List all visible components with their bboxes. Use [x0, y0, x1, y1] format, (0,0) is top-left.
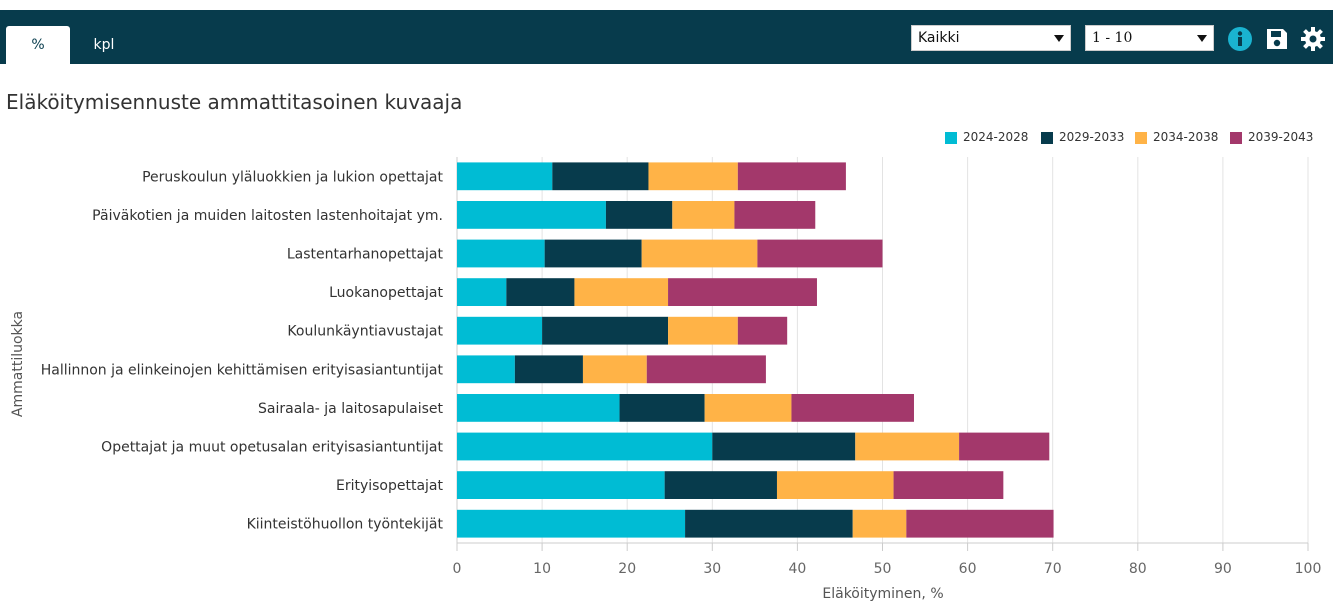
x-tick-label: 0 — [453, 561, 462, 577]
x-tick-label: 80 — [1129, 561, 1147, 577]
x-tick-label: 50 — [874, 561, 892, 577]
tab-kpl[interactable]: kpl — [93, 37, 115, 53]
bar-segment[interactable] — [457, 432, 713, 461]
chart-title: Eläköitymisennuste ammattitasoinen kuvaa… — [6, 90, 463, 114]
y-axis-title: Ammattiluokka — [10, 310, 26, 418]
bar-segment[interactable] — [791, 394, 914, 422]
bar-segment[interactable] — [668, 316, 738, 345]
y-tick-label: Luokanopettajat — [329, 285, 443, 301]
x-tick-label: 20 — [618, 561, 636, 577]
bar-segment[interactable] — [544, 239, 642, 268]
bar-segment[interactable] — [582, 355, 647, 384]
x-axis-title: Eläköityminen, % — [822, 586, 944, 602]
save-icon[interactable] — [1264, 26, 1290, 52]
y-tick-label: Koulunkäyntiavustajat — [287, 324, 443, 340]
y-tick-label: Opettajat ja muut opetusalan erityisasia… — [101, 440, 443, 456]
bar-segment[interactable] — [737, 162, 846, 191]
chevron-down-icon — [1197, 35, 1207, 42]
bar-segment[interactable] — [574, 278, 669, 306]
top-border — [0, 0, 1333, 10]
bar-segment[interactable] — [668, 278, 817, 306]
legend-item[interactable]: 2024-2028 — [945, 130, 1028, 146]
region-select-value: Kaikki — [918, 30, 960, 46]
legend-swatch — [1041, 131, 1053, 144]
bar-segment[interactable] — [457, 316, 543, 345]
bar-segment[interactable] — [552, 162, 649, 191]
bar-segment[interactable] — [457, 355, 515, 384]
x-tick-label: 60 — [959, 561, 977, 577]
x-tick-label: 100 — [1295, 561, 1322, 577]
y-tick-label: Kiinteistöhuollon työntekijät — [247, 517, 444, 533]
bar-segment[interactable] — [672, 201, 735, 229]
bar-segment[interactable] — [457, 162, 553, 191]
tab-percent[interactable]: % — [6, 26, 70, 64]
bar-segment[interactable] — [646, 355, 766, 384]
legend-item[interactable]: 2029-2033 — [1041, 130, 1124, 146]
x-tick-label: 70 — [1044, 561, 1062, 577]
bar-segment[interactable] — [855, 432, 960, 461]
bar-segment[interactable] — [893, 471, 1004, 499]
bar-segment[interactable] — [457, 394, 620, 422]
y-tick-label: Lastentarhanopettajat — [287, 247, 444, 263]
bar-segment[interactable] — [457, 471, 665, 499]
chevron-down-icon — [1054, 35, 1064, 42]
y-tick-label: Hallinnon ja elinkeinojen kehittämisen e… — [41, 362, 444, 378]
bar-segment[interactable] — [959, 432, 1050, 461]
bar-segment[interactable] — [542, 316, 669, 345]
legend-label: 2034-2038 — [1153, 130, 1219, 144]
info-icon[interactable] — [1227, 26, 1253, 52]
y-tick-label: Peruskoulun yläluokkien ja lukion opetta… — [142, 169, 443, 185]
bar-segment[interactable] — [457, 278, 507, 306]
bar-segment[interactable] — [648, 162, 738, 191]
x-tick-label: 10 — [533, 561, 551, 577]
y-tick-label: Sairaala- ja laitosapulaiset — [258, 401, 443, 417]
legend-item[interactable]: 2039-2043 — [1230, 130, 1313, 146]
bar-segment[interactable] — [737, 316, 788, 345]
bar-segment[interactable] — [619, 394, 705, 422]
y-tick-label: Erityisopettajat — [336, 478, 444, 494]
region-select[interactable]: Kaikki — [911, 25, 1071, 51]
legend-swatch — [1230, 131, 1242, 144]
range-select[interactable]: 1 - 10 — [1085, 25, 1214, 51]
bar-segment[interactable] — [685, 509, 853, 538]
legend-label: 2039-2043 — [1248, 130, 1314, 144]
bar-segment[interactable] — [457, 509, 686, 538]
bar-segment[interactable] — [734, 201, 816, 229]
range-select-value: 1 - 10 — [1092, 30, 1133, 46]
gear-icon[interactable] — [1300, 26, 1326, 52]
y-tick-label: Päiväkotien ja muiden laitosten lastenho… — [92, 208, 443, 224]
bar-segment[interactable] — [605, 201, 673, 229]
bar-segment[interactable] — [776, 471, 894, 499]
bar-segment[interactable] — [457, 239, 545, 268]
bar-segment[interactable] — [906, 509, 1054, 538]
x-tick-label: 30 — [703, 561, 721, 577]
bar-segment[interactable] — [664, 471, 777, 499]
bar-segment[interactable] — [757, 239, 883, 268]
legend-label: 2024-2028 — [963, 130, 1029, 144]
bar-segment[interactable] — [457, 201, 606, 229]
legend-swatch — [1135, 131, 1147, 144]
bar-segment[interactable] — [514, 355, 583, 384]
legend-label: 2029-2033 — [1059, 130, 1125, 144]
x-tick-label: 90 — [1214, 561, 1232, 577]
bar-segment[interactable] — [712, 432, 856, 461]
bar-segment[interactable] — [641, 239, 758, 268]
legend-item[interactable]: 2034-2038 — [1135, 130, 1218, 146]
x-tick-label: 40 — [788, 561, 806, 577]
legend-swatch — [945, 131, 957, 144]
bar-segment[interactable] — [506, 278, 575, 306]
bar-segment[interactable] — [852, 509, 907, 538]
bar-segment[interactable] — [704, 394, 792, 422]
